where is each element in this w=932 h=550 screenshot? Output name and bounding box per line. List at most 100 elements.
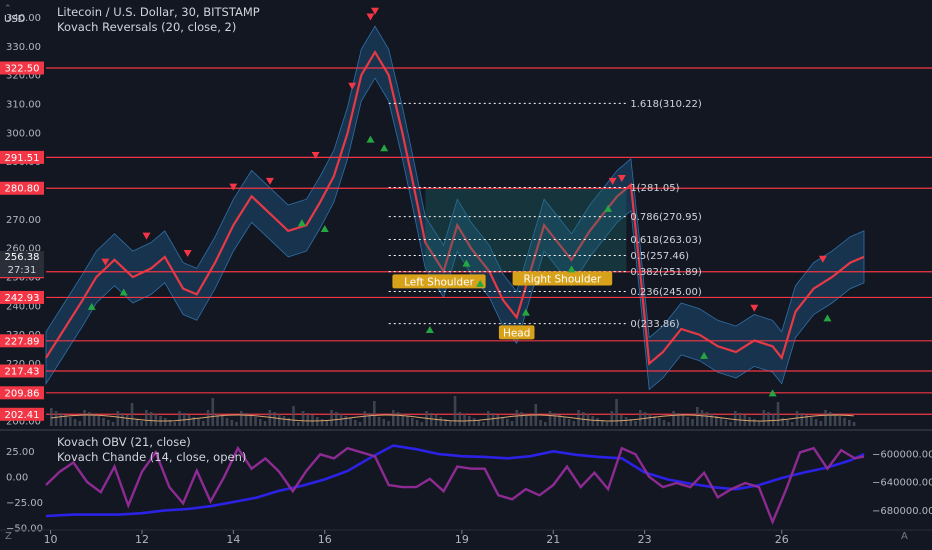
volume-bar [406,416,409,426]
volume-bar [662,420,666,426]
volume-bar [795,411,799,426]
volume-bar [496,415,500,426]
level-price-tag-bg [0,364,44,378]
volume-bar [672,411,675,426]
volume-bar [515,410,519,426]
volume-bar [548,411,552,426]
reversal-up-marker [119,288,128,296]
volume-bar [140,421,143,426]
obv-line [45,444,865,518]
volume-bar [729,422,732,426]
reversal-down-marker [617,175,626,183]
reversal-down-marker [265,177,274,185]
volume-bar [278,414,281,426]
volume-bar [240,411,243,426]
volume-bar [430,413,433,426]
volume-average-line [50,414,854,422]
volume-bar [615,399,618,426]
volume-bar [800,413,804,426]
volume-bar [487,411,490,426]
x-tick-label: 26 [775,533,789,546]
volume-bar [54,411,58,426]
indicator-legend-obv[interactable]: Kovach OBV (21, close) [57,435,191,449]
reversal-up-marker [521,308,530,316]
volume-bar [843,418,846,426]
volume-bar [358,422,362,426]
pattern-label: Right Shoulder [524,273,602,285]
volume-bar [259,419,262,426]
volume-bar [477,420,481,426]
volume-bar [686,417,690,426]
pattern-label: Head [503,327,530,339]
volume-bar [610,411,614,426]
reversal-down-marker [371,7,380,15]
volume-bar [230,420,234,426]
volume-bar [145,410,148,426]
volume-bar [653,416,656,426]
level-price-tag: 242.93 [5,293,40,304]
volume-bar [810,417,813,426]
collapse-chevron-icon[interactable]: ⌃ [4,4,12,14]
reversal-down-marker [818,255,827,263]
volume-bar [639,410,642,426]
volume-bar [506,419,509,426]
volume-bar [306,413,310,426]
reversal-up-marker [380,144,389,152]
auto-scale-button[interactable]: A [901,531,908,542]
indicator-legend-chande[interactable]: Kovach Chande (14, close, open) [57,450,247,464]
volume-bar [420,422,424,426]
volume-bar [658,418,661,426]
volume-bar [97,416,101,426]
x-tick-label: 19 [455,533,469,546]
volume-bar [292,406,295,426]
reversal-up-marker [366,135,375,143]
osc-left-tick: −25.00 [6,498,43,509]
volume-bar [629,419,633,426]
zoom-button[interactable]: Z [5,531,12,542]
volume-bar [392,410,395,426]
volume-bar [553,413,557,426]
volume-bar [411,418,414,426]
volume-bar [734,411,737,426]
reversal-up-marker [425,325,434,333]
reversal-down-marker [750,304,759,312]
reversal-down-marker [366,13,375,21]
volume-bar [753,419,756,426]
reversal-down-marker [348,82,357,90]
volume-bar [178,411,181,426]
volume-bar [738,413,742,426]
current-price-tag: 256.38 [0,251,44,264]
y-tick-label: 200.00 [6,417,41,428]
volume-bar [472,418,476,426]
level-price-tag-bg [0,150,44,164]
pattern-label: Left Shoulder [404,276,475,288]
volume-bar [567,419,571,426]
volume-bar [83,410,86,426]
volume-bar [852,422,856,426]
osc-left-tick: −50.00 [6,524,43,535]
volume-bar [216,414,219,426]
currency-badge[interactable]: ⌃ USD [4,4,44,30]
volume-bar [116,411,120,426]
reversal-down-marker [142,232,151,240]
y-tick-label: 340.00 [6,13,41,24]
volume-bar [173,422,177,426]
volume-bar [268,410,272,426]
osc-left-tick: 25.00 [6,447,35,458]
volume-bar [373,401,376,426]
volume-bar [715,416,718,426]
volume-bar [453,396,457,426]
volume-bar [634,421,637,426]
volume-bar [724,420,728,426]
level-price-tag-bg [0,407,44,421]
y-tick-label: 270.00 [6,215,41,226]
volume-bar [225,418,229,426]
volume-bar [434,415,438,426]
indicator-legend-reversals[interactable]: Kovach Reversals (20, close, 2) [57,20,237,34]
volume-bar [354,420,357,426]
oscillator-pane[interactable]: 25.00 0.00 −25.00 −50.00 −600000.00 −640000.0… [0,429,932,535]
currency-label: USD [4,14,26,25]
volume-bar [273,412,276,426]
